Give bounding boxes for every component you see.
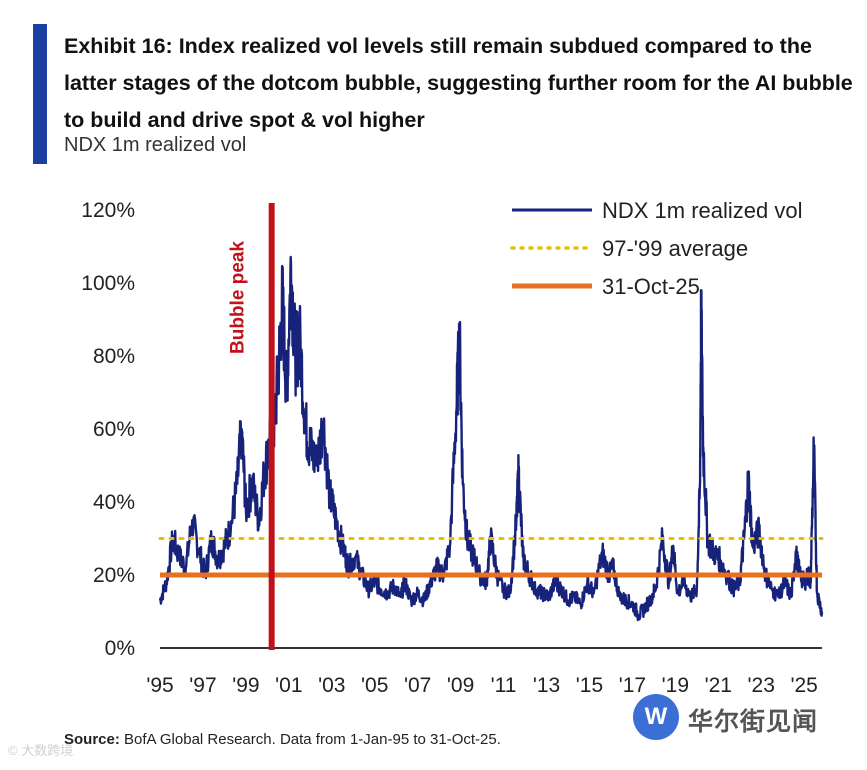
x-tick-label: '13 bbox=[533, 674, 560, 697]
x-tick-label: '01 bbox=[275, 674, 302, 697]
x-tick-label: '15 bbox=[576, 674, 603, 697]
chart-legend: NDX 1m realized vol 97-'99 average 31-Oct-… bbox=[510, 198, 803, 299]
wallstreetcn-brand-text: 华尔街见闻 bbox=[688, 708, 819, 736]
y-tick-label: 20% bbox=[93, 564, 135, 587]
x-tick-label: '03 bbox=[318, 674, 345, 697]
x-tick-label: '99 bbox=[232, 674, 259, 697]
legend-label: 97-'99 average bbox=[602, 236, 748, 261]
y-tick-label: 40% bbox=[93, 491, 135, 514]
x-tick-label: '05 bbox=[361, 674, 388, 697]
x-axis-ticks: '95 '97 '99 '01 '03 '05 '07 '09 '11 '13 '15 '17 '19 '… bbox=[146, 674, 818, 697]
y-tick-label: 120% bbox=[81, 199, 135, 222]
x-tick-label: '21 bbox=[705, 674, 732, 697]
exhibit-title: Exhibit 16: Index realized vol levels st… bbox=[64, 34, 853, 132]
x-tick-label: '17 bbox=[619, 674, 646, 697]
y-tick-label: 0% bbox=[105, 637, 135, 660]
series-ndx-realized-vol bbox=[158, 255, 824, 622]
x-tick-label: '97 bbox=[189, 674, 216, 697]
watermark-text-left: © 大数跨境 bbox=[8, 743, 74, 758]
x-tick-label: '23 bbox=[748, 674, 775, 697]
y-tick-label: 60% bbox=[93, 418, 135, 441]
y-axis-ticks: 0% 20% 40% 60% 80% 100% 120% bbox=[81, 199, 135, 660]
chart-subtitle: NDX 1m realized vol bbox=[64, 134, 247, 156]
y-tick-label: 80% bbox=[93, 345, 135, 368]
x-tick-label: '25 bbox=[790, 674, 817, 697]
source-text: BofA Global Research. Data from 1-Jan-95… bbox=[119, 731, 501, 748]
y-tick-label: 100% bbox=[81, 272, 135, 295]
wallstreetcn-logo-icon: W bbox=[633, 694, 679, 740]
legend-label: NDX 1m realized vol bbox=[602, 198, 803, 223]
source-label: Source: bbox=[64, 731, 120, 748]
x-tick-label: '19 bbox=[662, 674, 689, 697]
source-note: Source: BofA Global Research. Data from … bbox=[64, 731, 501, 748]
legend-label: 31-Oct-25 bbox=[602, 274, 700, 299]
x-tick-label: '09 bbox=[447, 674, 474, 697]
x-tick-label: '11 bbox=[491, 674, 517, 697]
x-tick-label: '95 bbox=[146, 674, 173, 697]
bubble-peak-label: Bubble peak bbox=[228, 241, 249, 354]
x-tick-label: '07 bbox=[404, 674, 431, 697]
title-accent-bar bbox=[33, 24, 47, 164]
logo-letter: W bbox=[644, 703, 668, 730]
